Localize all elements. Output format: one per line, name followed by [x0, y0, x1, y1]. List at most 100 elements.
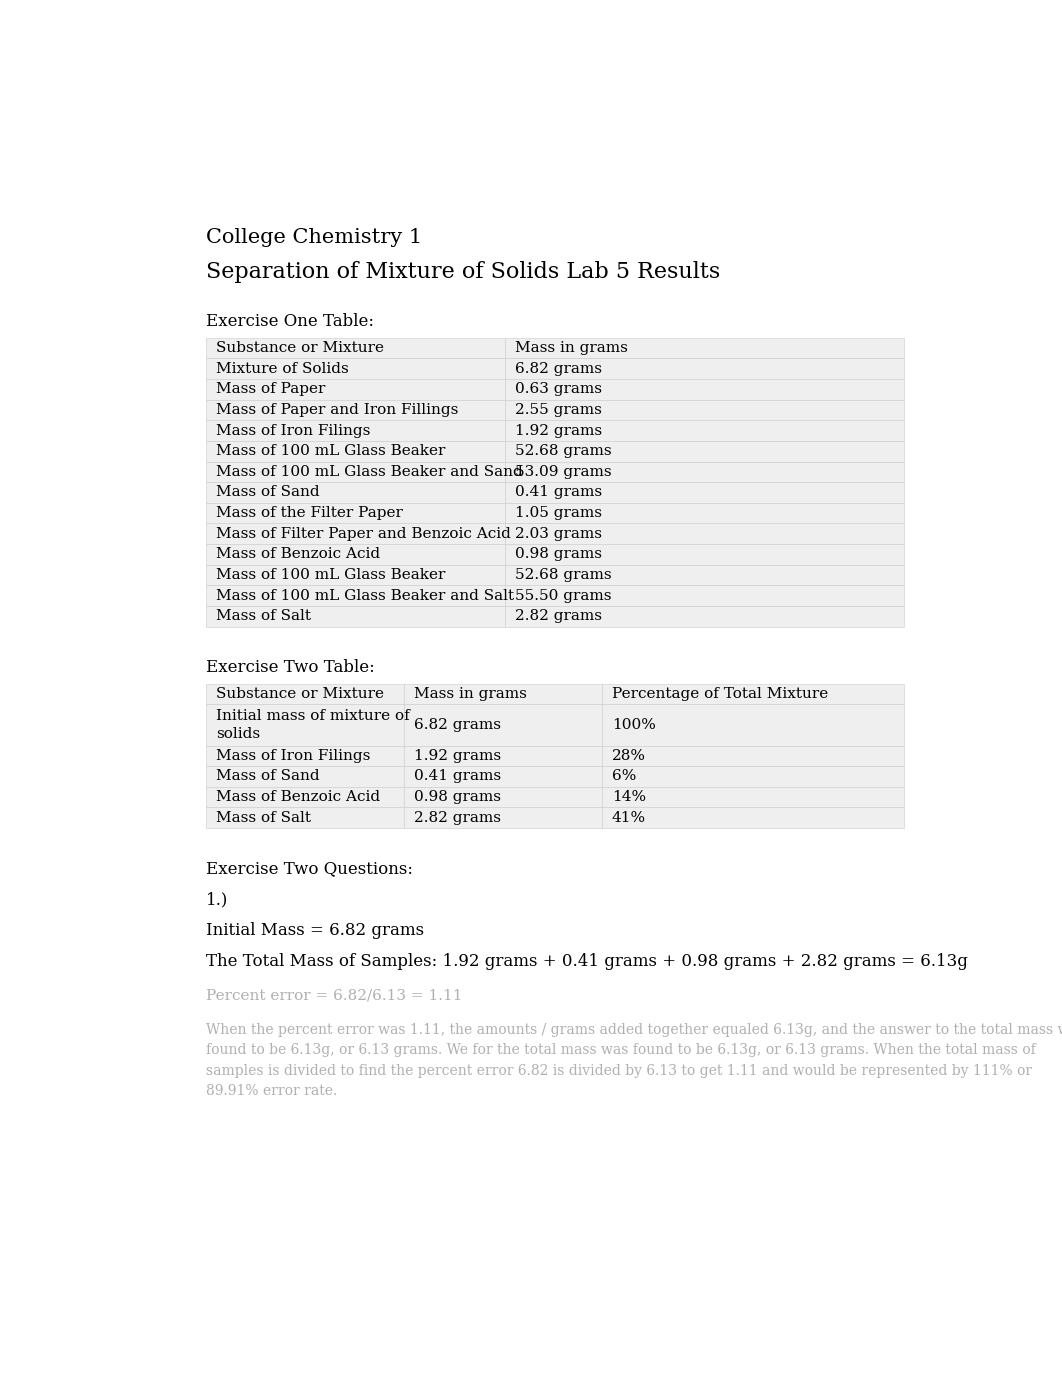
Text: Separation of Mixture of Solids Lab 5 Results: Separation of Mixture of Solids Lab 5 Re…	[206, 262, 721, 284]
Bar	[602, 745, 904, 766]
Bar	[206, 441, 504, 461]
Text: Mass of Salt: Mass of Salt	[217, 811, 311, 825]
Text: Mass of the Filter Paper: Mass of the Filter Paper	[217, 507, 404, 521]
Text: 1.92 grams: 1.92 grams	[515, 424, 602, 438]
Text: Initial mass of mixture of
solids: Initial mass of mixture of solids	[217, 709, 410, 741]
Bar	[504, 399, 904, 420]
Bar	[206, 399, 504, 420]
Text: Mass of Paper and Iron Fillings: Mass of Paper and Iron Fillings	[217, 403, 459, 417]
Text: Mass of Salt: Mass of Salt	[217, 609, 311, 624]
Bar	[206, 544, 504, 565]
Text: 6.82 grams: 6.82 grams	[515, 362, 602, 376]
Text: Mass of Sand: Mass of Sand	[217, 486, 320, 500]
Text: Mass in grams: Mass in grams	[414, 687, 527, 701]
Text: Mass of Iron Filings: Mass of Iron Filings	[217, 749, 371, 763]
Bar	[404, 807, 602, 828]
Bar	[602, 683, 904, 704]
Text: Mass of 100 mL Glass Beaker and Sand: Mass of 100 mL Glass Beaker and Sand	[217, 465, 524, 479]
Text: Substance or Mixture: Substance or Mixture	[217, 341, 384, 355]
Text: 2.82 grams: 2.82 grams	[515, 609, 602, 624]
Bar	[206, 523, 504, 544]
Bar	[206, 337, 504, 358]
Bar	[206, 503, 504, 523]
Text: 53.09 grams: 53.09 grams	[515, 465, 612, 479]
Text: 55.50 grams: 55.50 grams	[515, 589, 612, 603]
Text: Mixture of Solids: Mixture of Solids	[217, 362, 349, 376]
Text: 28%: 28%	[612, 749, 646, 763]
Bar	[206, 766, 404, 786]
Bar	[404, 704, 602, 745]
Bar	[602, 786, 904, 807]
Text: 2.55 grams: 2.55 grams	[515, 403, 602, 417]
Text: Mass of Iron Filings: Mass of Iron Filings	[217, 424, 371, 438]
Bar	[404, 786, 602, 807]
Text: Exercise Two Table:: Exercise Two Table:	[206, 660, 375, 676]
Text: Exercise One Table:: Exercise One Table:	[206, 313, 375, 330]
Text: 2.82 grams: 2.82 grams	[414, 811, 501, 825]
Text: Mass of Filter Paper and Benzoic Acid: Mass of Filter Paper and Benzoic Acid	[217, 527, 511, 541]
Text: Mass of Paper: Mass of Paper	[217, 383, 326, 397]
Bar	[206, 379, 504, 399]
Text: 89.91% error rate.: 89.91% error rate.	[206, 1084, 338, 1097]
Bar	[504, 441, 904, 461]
Text: 1.): 1.)	[206, 891, 228, 909]
Text: Initial Mass = 6.82 grams: Initial Mass = 6.82 grams	[206, 923, 425, 939]
Bar	[504, 544, 904, 565]
Bar	[206, 585, 504, 606]
Text: Percent error = 6.82/6.13 = 1.11: Percent error = 6.82/6.13 = 1.11	[206, 989, 463, 1002]
Bar	[504, 585, 904, 606]
Text: 6.82 grams: 6.82 grams	[414, 717, 501, 733]
Bar	[206, 683, 404, 704]
Text: Mass of Benzoic Acid: Mass of Benzoic Acid	[217, 790, 380, 804]
Text: 100%: 100%	[612, 717, 655, 733]
Bar	[504, 461, 904, 482]
Bar	[404, 683, 602, 704]
Text: 52.68 grams: 52.68 grams	[515, 569, 612, 582]
Bar	[206, 745, 404, 766]
Text: samples is divided to find the percent error 6.82 is divided by 6.13 to get 1.11: samples is divided to find the percent e…	[206, 1063, 1032, 1078]
Bar	[404, 766, 602, 786]
Text: Mass of 100 mL Glass Beaker: Mass of 100 mL Glass Beaker	[217, 569, 446, 582]
Text: 14%: 14%	[612, 790, 646, 804]
Bar	[206, 420, 504, 441]
Bar	[206, 807, 404, 828]
Bar	[206, 606, 504, 627]
Bar	[504, 565, 904, 585]
Bar	[504, 379, 904, 399]
Bar	[206, 461, 504, 482]
Text: 6%: 6%	[612, 770, 636, 784]
Text: The Total Mass of Samples: 1.92 grams + 0.41 grams + 0.98 grams + 2.82 grams = 6: The Total Mass of Samples: 1.92 grams + …	[206, 953, 969, 969]
Text: 41%: 41%	[612, 811, 646, 825]
Bar	[504, 523, 904, 544]
Bar	[504, 482, 904, 503]
Text: 52.68 grams: 52.68 grams	[515, 445, 612, 459]
Bar	[602, 704, 904, 745]
Bar	[504, 503, 904, 523]
Text: 1.92 grams: 1.92 grams	[414, 749, 501, 763]
Bar	[602, 807, 904, 828]
Bar	[504, 337, 904, 358]
Text: Mass of 100 mL Glass Beaker and Salt: Mass of 100 mL Glass Beaker and Salt	[217, 589, 515, 603]
Bar	[206, 358, 504, 379]
Bar	[602, 766, 904, 786]
Text: 0.41 grams: 0.41 grams	[515, 486, 602, 500]
Text: 2.03 grams: 2.03 grams	[515, 527, 602, 541]
Bar	[206, 565, 504, 585]
Text: Exercise Two Questions:: Exercise Two Questions:	[206, 861, 413, 877]
Bar	[504, 606, 904, 627]
Text: Substance or Mixture: Substance or Mixture	[217, 687, 384, 701]
Text: When the percent error was 1.11, the amounts / grams added together equaled 6.13: When the percent error was 1.11, the amo…	[206, 1023, 1062, 1037]
Text: Percentage of Total Mixture: Percentage of Total Mixture	[612, 687, 828, 701]
Text: 1.05 grams: 1.05 grams	[515, 507, 602, 521]
Text: 0.63 grams: 0.63 grams	[515, 383, 602, 397]
Text: 0.41 grams: 0.41 grams	[414, 770, 501, 784]
Text: found to be 6.13g, or 6.13 grams. We for the total mass was found to be 6.13g, o: found to be 6.13g, or 6.13 grams. We for…	[206, 1044, 1037, 1058]
Text: College Chemistry 1: College Chemistry 1	[206, 229, 423, 248]
Text: Mass of Benzoic Acid: Mass of Benzoic Acid	[217, 548, 380, 562]
Text: 0.98 grams: 0.98 grams	[414, 790, 501, 804]
Bar	[504, 358, 904, 379]
Text: 0.98 grams: 0.98 grams	[515, 548, 602, 562]
Text: Mass of Sand: Mass of Sand	[217, 770, 320, 784]
Bar	[206, 786, 404, 807]
Text: Mass in grams: Mass in grams	[515, 341, 628, 355]
